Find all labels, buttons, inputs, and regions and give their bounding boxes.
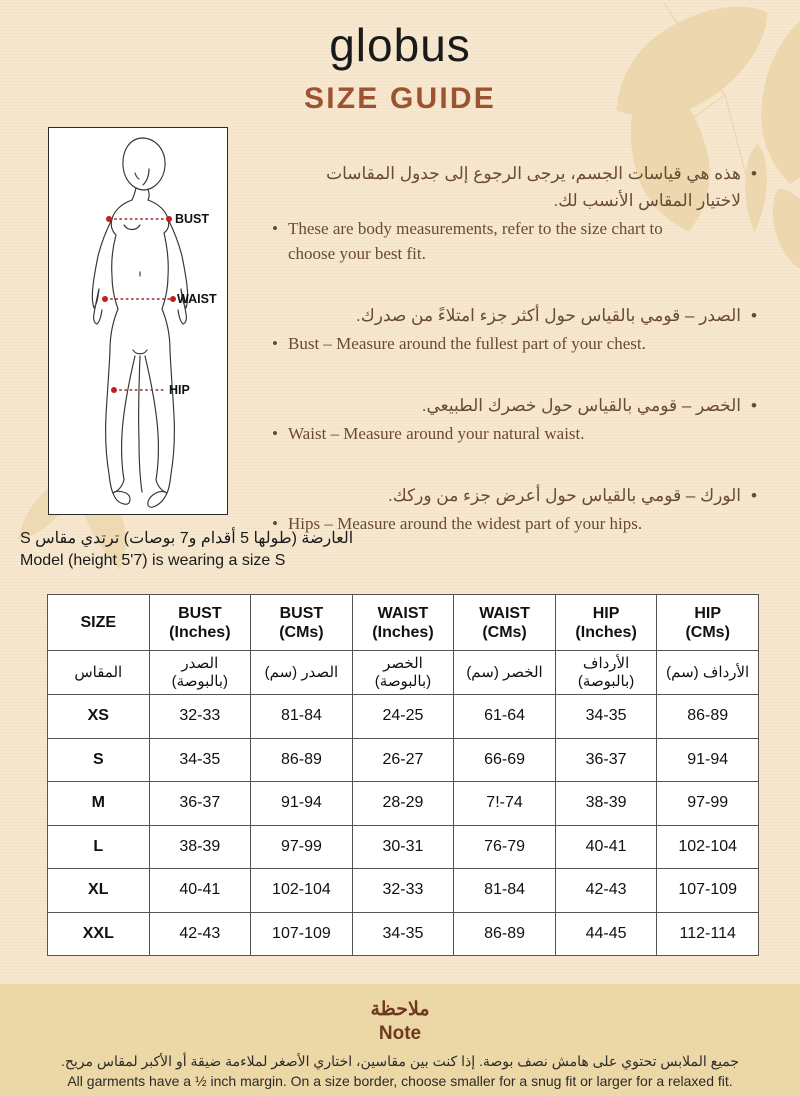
svg-text:BUST: BUST <box>175 212 209 226</box>
svg-text:WAIST: WAIST <box>177 292 217 306</box>
svg-text:HIP: HIP <box>169 383 190 397</box>
